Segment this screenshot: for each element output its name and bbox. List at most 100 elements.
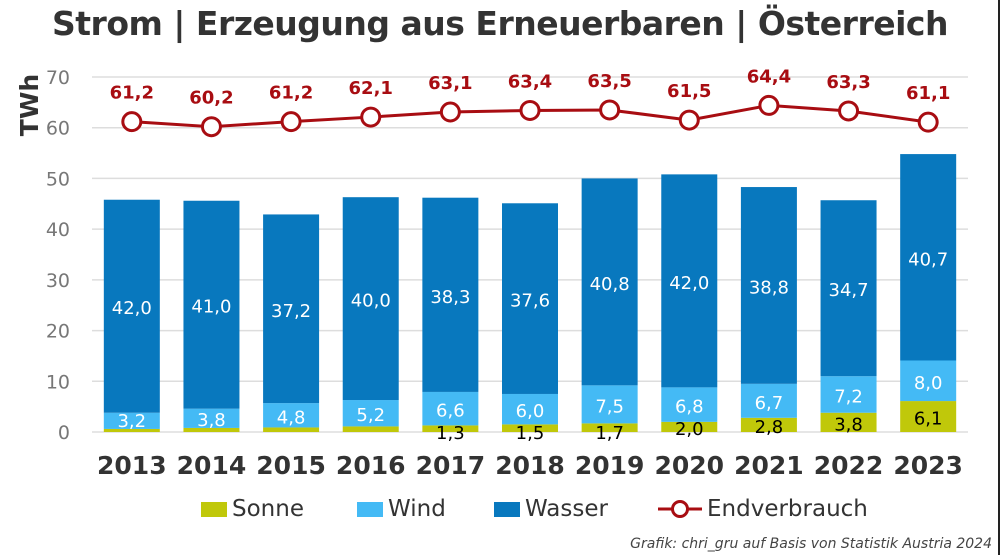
bar-value-label-sonne: 1,5	[516, 423, 545, 444]
bar-wasser	[103, 199, 160, 413]
x-tick-label: 2018	[495, 451, 565, 480]
y-tick-label: 60	[46, 118, 70, 140]
bar-sonne	[422, 425, 479, 432]
legend-label-sonne: Sonne	[232, 496, 304, 522]
y-tick-label: 70	[46, 67, 70, 89]
bar-wasser	[263, 214, 320, 404]
legend-swatch-wasser	[494, 501, 520, 517]
legend-label-wind: Wind	[388, 496, 446, 522]
endverbrauch-value-label: 61,2	[269, 83, 313, 104]
endverbrauch-point	[599, 99, 621, 121]
bar-wasser	[183, 200, 240, 409]
bar-value-label-sonne: 2,0	[675, 419, 704, 440]
bar-value-label-sonne: 1,7	[595, 423, 624, 444]
bar-value-label-sonne: 2,8	[755, 417, 784, 438]
bar-value-label-sonne: 1,3	[436, 423, 465, 444]
legend-swatch-sonne	[201, 501, 227, 517]
bar-value-label-wind: 3,8	[197, 410, 226, 431]
legend-swatch-wind	[357, 501, 383, 517]
legend-item-wasser: Wasser	[494, 496, 608, 522]
x-tick-label: 2014	[177, 451, 247, 480]
legend-label-wasser: Wasser	[525, 496, 608, 522]
y-tick-label: 40	[46, 219, 70, 241]
x-tick-label: 2013	[97, 451, 167, 480]
chart-title: Strom | Erzeugung aus Erneuerbaren | Öst…	[52, 4, 948, 43]
bar-value-label-wasser: 37,2	[271, 301, 311, 322]
bar-value-label-wind: 6,6	[436, 401, 465, 422]
bar-sonne	[581, 423, 638, 432]
bar-wasser	[661, 174, 718, 388]
y-tick-label: 20	[46, 321, 70, 343]
x-tick-label: 2015	[256, 451, 326, 480]
y-axis: 0 10 20 30 40 50 60 70	[46, 67, 70, 444]
endverbrauch-point	[917, 111, 939, 133]
legend-label-endverbrauch: Endverbrauch	[707, 496, 868, 522]
y-tick-label: 50	[46, 168, 70, 190]
bar-sonne	[820, 412, 877, 432]
bar-value-label-wind: 6,0	[516, 401, 545, 422]
bar-wind	[900, 360, 957, 402]
endverbrauch-value-label: 61,1	[906, 83, 950, 104]
source-note: Grafik: chri_gru auf Basis von Statistik…	[630, 536, 992, 552]
endverbrauch-line: 61,2 60,2 61,2 62,1 63,1 63,4 63,5 61,5 64,4 63,3…	[110, 66, 950, 138]
y-tick-label: 30	[46, 270, 70, 292]
y-tick-label: 0	[58, 422, 70, 444]
bar-wasser	[342, 197, 399, 401]
bar-value-label-wasser: 42,0	[669, 273, 709, 294]
bar-wind	[581, 385, 638, 424]
y-tick-label: 10	[46, 371, 70, 393]
bar-sonne	[661, 421, 718, 432]
endverbrauch-point	[280, 111, 302, 133]
bar-wasser	[820, 200, 877, 377]
bar-wind	[740, 383, 797, 418]
endverbrauch-value-label: 60,2	[189, 88, 233, 109]
bar-wind	[342, 400, 399, 427]
bar-value-label-wind: 4,8	[277, 407, 306, 428]
endverbrauch-value-label: 64,4	[747, 66, 791, 87]
bar-wind	[422, 391, 479, 426]
legend-line-marker-icon	[658, 500, 702, 518]
bar-sonne	[502, 424, 558, 432]
x-axis: 2013 2014 2015 2016 2017 2018 2019 2020 2021 2022…	[97, 451, 963, 480]
endverbrauch-value-label: 63,5	[587, 71, 631, 92]
x-tick-label: 2016	[336, 451, 406, 480]
bar-sonne	[740, 417, 797, 432]
bar-value-label-wind: 5,2	[356, 405, 385, 426]
bar-wind	[502, 393, 558, 425]
endverbrauch-point	[838, 100, 860, 122]
bar-wind	[263, 403, 320, 428]
bar-value-label-wind: 7,2	[834, 386, 863, 407]
bar-value-label-wasser: 41,0	[191, 297, 231, 318]
legend: Sonne Wind Wasser Endverbrauch	[0, 496, 1000, 530]
x-tick-label: 2020	[654, 451, 724, 480]
bar-value-label-wasser: 34,7	[829, 280, 869, 301]
bar-wasser	[502, 203, 558, 394]
bar-sonne	[342, 426, 399, 432]
bar-wind	[183, 408, 240, 428]
bar-value-label-wasser: 38,3	[430, 287, 470, 308]
bar-value-label-wind: 6,7	[755, 393, 784, 414]
bar-value-label-wasser: 42,0	[112, 298, 152, 319]
x-tick-label: 2017	[416, 451, 486, 480]
bar-value-label-wind: 6,8	[675, 397, 704, 418]
x-tick-label: 2019	[575, 451, 645, 480]
legend-item-sonne: Sonne	[201, 496, 304, 522]
endverbrauch-point	[121, 111, 143, 133]
legend-item-wind: Wind	[357, 496, 446, 522]
bar-value-label-wasser: 37,6	[510, 291, 550, 312]
bar-value-label-wind: 7,5	[595, 396, 624, 417]
bar-sonne	[103, 428, 160, 432]
bar-wind	[820, 376, 877, 413]
bar-sonne	[183, 427, 240, 432]
bar-wasser	[581, 178, 638, 386]
endverbrauch-value-label: 63,3	[826, 72, 870, 93]
bar-wind	[661, 387, 718, 422]
bars	[103, 154, 957, 432]
bar-sonne	[263, 427, 320, 432]
bar-value-label-sonne: 6,1	[914, 409, 943, 430]
endverbrauch-point	[200, 116, 222, 138]
x-tick-label: 2021	[734, 451, 804, 480]
endverbrauch-value-label: 61,2	[110, 83, 154, 104]
bar-labels: 3,2 42,0 3,8 41,0 4,8 37,2 5,2 40,0 1,36,6 38,3 1,…	[112, 249, 948, 444]
